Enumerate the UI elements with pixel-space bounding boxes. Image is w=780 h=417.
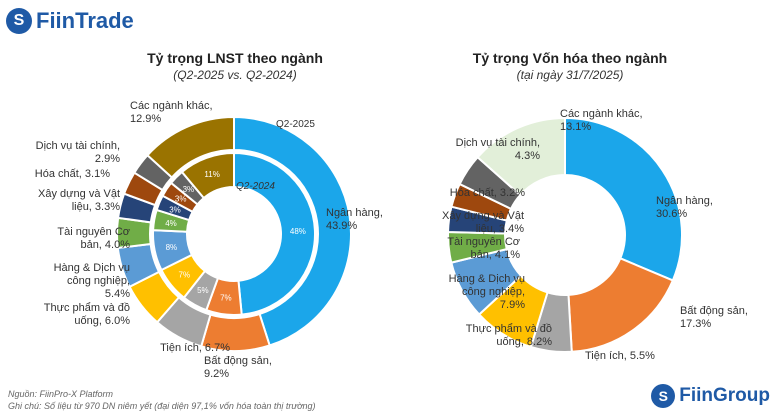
category-label: Bất động sản, 9.2% [204, 355, 294, 381]
series-label-q2-2025: Q2-2025 [276, 119, 315, 130]
category-label-text: Hàng & Dịch vụ công nghiệp, 7.9% [448, 273, 525, 311]
category-label-text: Ngân hàng, 30.6% [656, 195, 713, 220]
category-label: Xây dựng và Vật liệu, 3.3% [30, 188, 120, 214]
q2-2025-slice [233, 115, 352, 347]
footer-source: Nguồn: FiinPro-X Platform [8, 389, 114, 399]
category-label: Bất động sản, 17.3% [680, 305, 770, 331]
category-label-text: Tiện ích, 5.5% [585, 350, 655, 362]
fiingroup-logo: S FiinGroup [651, 384, 770, 408]
category-label-text: Tiện ích, 6.7% [160, 342, 230, 354]
chart-subtitle-right: (tại ngày 31/7/2025) [516, 68, 624, 82]
category-label: Thực phẩm và đồ uống, 8.2% [462, 323, 552, 349]
q2-2024-data-label: 8% [166, 243, 178, 252]
category-label-text: Tài nguyên Cơ bản, 4.0% [57, 226, 130, 251]
category-label: Hàng & Dịch vụ công nghiệp, 5.4% [40, 262, 130, 301]
category-label: Các ngành khác, 13.1% [560, 108, 650, 134]
category-label: Hóa chất, 3.2% [435, 187, 525, 200]
q2-2024-data-label: 48% [290, 227, 306, 236]
category-label-text: Dịch vụ tài chính, 2.9% [35, 140, 120, 165]
chart-title-right: Tỷ trọng Vốn hóa theo ngành [472, 50, 668, 66]
category-label: Tài nguyên Cơ bản, 4.0% [40, 226, 130, 252]
category-label: Dịch vụ tài chính, 4.3% [450, 137, 540, 163]
q2-2024-data-label: 5% [197, 286, 209, 295]
market-cap-slice [476, 116, 566, 197]
category-label-text: Bất động sản, 9.2% [204, 355, 272, 380]
category-label: Tài nguyên Cơ bản, 4.1% [430, 236, 520, 262]
q2-2024-slice [180, 151, 235, 200]
category-label: Dịch vụ tài chính, 2.9% [30, 140, 120, 166]
fiintrade-logo: S FiinTrade [6, 8, 134, 34]
category-label: Tiện ích, 6.7% [140, 342, 230, 355]
q2-2024-data-label: 11% [204, 170, 219, 179]
category-label: Hóa chất, 3.1% [20, 168, 110, 181]
category-label-text: Dịch vụ tài chính, 4.3% [455, 137, 540, 162]
category-label-text: Các ngành khác, 12.9% [130, 100, 213, 125]
q2-2024-data-label: 3% [183, 185, 195, 194]
category-label-text: Ngân hàng, 43.9% [326, 207, 383, 232]
category-label-text: Bất động sản, 17.3% [680, 305, 748, 330]
q2-2024-data-label: 7% [220, 293, 232, 302]
category-label-text: Xây dựng và Vật liệu, 3.3% [38, 188, 120, 213]
chart-subtitle-left: (Q2-2025 vs. Q2-2024) [173, 68, 297, 82]
series-label-q2-2024: Q2-2024 [236, 181, 275, 192]
category-label: Hàng & Dịch vụ công nghiệp, 7.9% [435, 273, 525, 312]
category-label-text: Thực phẩm và đồ uống, 6.0% [43, 302, 130, 327]
q2-2024-data-label: 3% [169, 205, 181, 214]
chart-title-left: Tỷ trọng LNST theo ngành [147, 50, 323, 66]
market-cap-slice [564, 116, 683, 282]
category-label-text: Các ngành khác, 13.1% [560, 108, 643, 133]
category-label: Các ngành khác, 12.9% [130, 100, 220, 126]
category-label: Tiện ích, 5.5% [585, 350, 675, 363]
q2-2024-data-label: 7% [179, 270, 191, 279]
category-label: Ngân hàng, 30.6% [656, 195, 746, 221]
category-label: Ngân hàng, 43.9% [326, 207, 416, 233]
q2-2024-data-label: 3% [175, 195, 187, 204]
logo-icon: S [6, 8, 32, 34]
footer-note: Ghi chú: Số liệu từ 970 DN niêm yết (đại… [8, 401, 316, 411]
category-label-text: Hàng & Dịch vụ công nghiệp, 5.4% [53, 262, 130, 300]
category-label: Xây dựng và Vật liệu, 3.4% [434, 210, 524, 236]
category-label-text: Thực phẩm và đồ uống, 8.2% [465, 323, 552, 348]
category-label-text: Tài nguyên Cơ bản, 4.1% [447, 236, 520, 261]
category-label-text: Xây dựng và Vật liệu, 3.4% [442, 210, 524, 235]
category-label: Thực phẩm và đồ uống, 6.0% [40, 302, 130, 328]
q2-2024-slice [233, 151, 316, 316]
category-label-text: Hóa chất, 3.2% [449, 187, 525, 199]
q2-2024-data-label: 4% [165, 219, 177, 228]
q2-2025-slice [146, 115, 235, 179]
category-label-text: Hóa chất, 3.1% [34, 168, 110, 180]
logo-icon: S [651, 384, 676, 408]
